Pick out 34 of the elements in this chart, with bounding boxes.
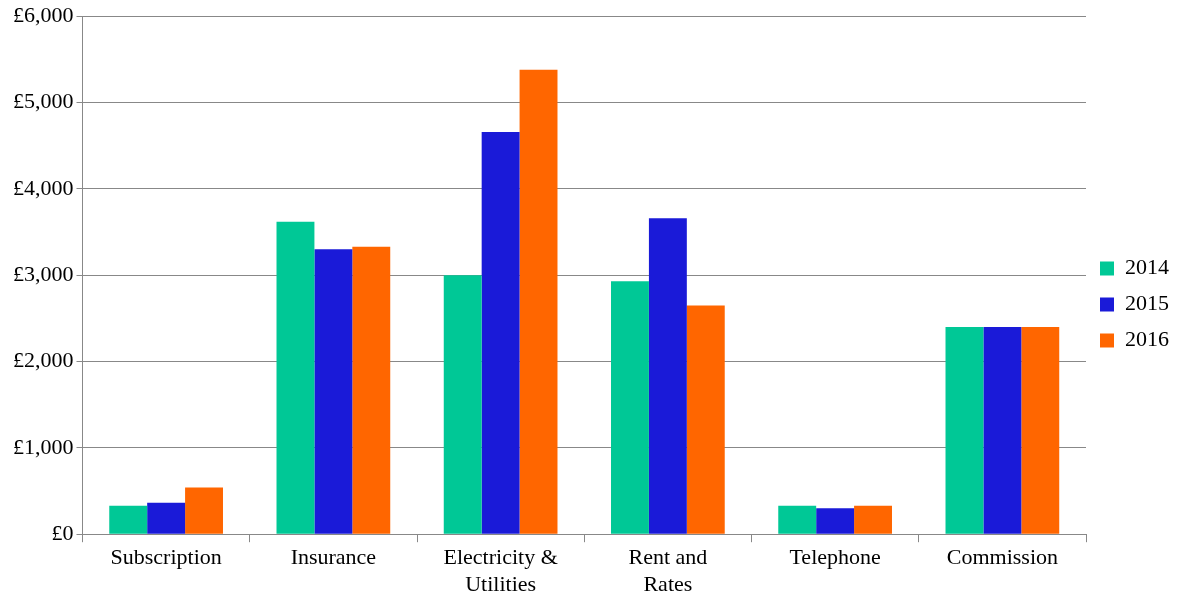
bar [686, 305, 725, 534]
bar [778, 505, 817, 534]
bar [1021, 327, 1060, 534]
bar [983, 327, 1022, 534]
y-tick-label: £1,000 [13, 433, 74, 459]
x-tick-label: Telephone [789, 544, 881, 570]
bar [443, 275, 482, 534]
y-tick-label: £2,000 [13, 347, 74, 373]
x-tick-label: Electricity & Utilities [443, 544, 558, 596]
y-tick-label: £3,000 [13, 260, 74, 286]
y-tick-label: £5,000 [13, 88, 74, 114]
legend-label: 2016 [1125, 326, 1169, 352]
x-tick-label: Rent and Rates [628, 544, 708, 596]
y-tick-label: £6,000 [13, 1, 74, 27]
y-tick-label: £4,000 [13, 174, 74, 200]
legend-label: 2015 [1125, 290, 1169, 316]
bar [481, 131, 520, 534]
bar [519, 69, 558, 534]
bar [314, 249, 353, 534]
y-tick-label: £0 [51, 519, 74, 545]
bar [276, 221, 315, 534]
bar [945, 327, 984, 534]
bar [109, 505, 148, 534]
legend-label: 2014 [1125, 254, 1169, 280]
x-tick-label: Commission [946, 544, 1058, 570]
bar [816, 508, 855, 534]
bar [854, 505, 892, 534]
bar [185, 487, 223, 534]
x-tick-label: Subscription [110, 544, 222, 570]
bar [611, 281, 649, 534]
bar [352, 246, 391, 534]
bar [147, 502, 186, 534]
x-tick-label: Insurance [290, 544, 377, 570]
bar [648, 218, 687, 534]
